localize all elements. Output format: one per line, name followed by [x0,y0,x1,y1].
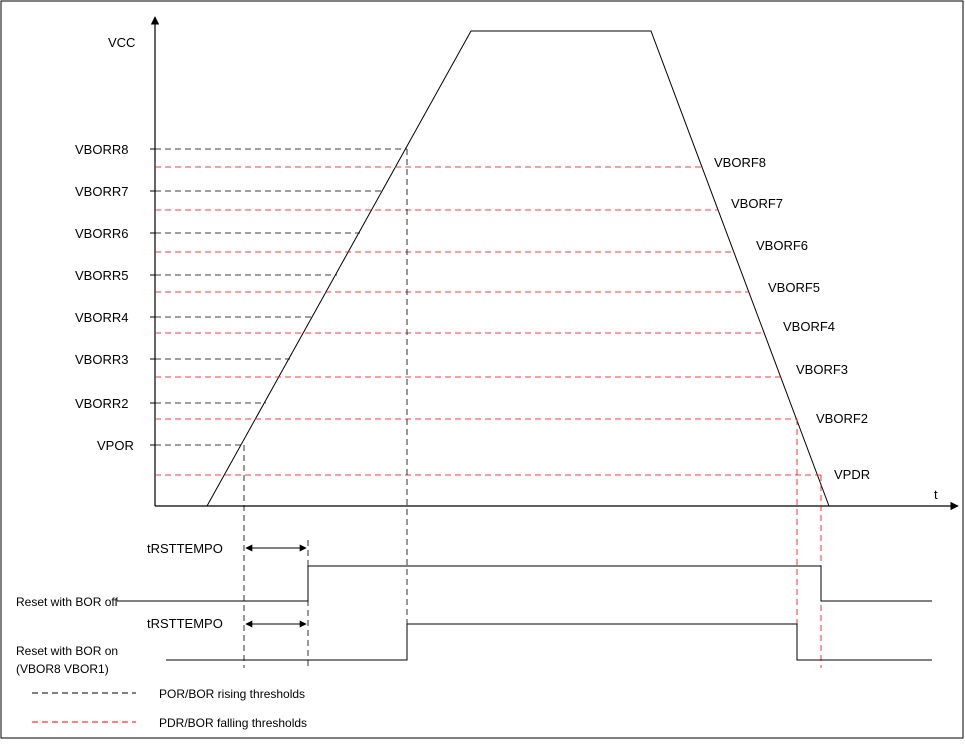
legend-falling-label: PDR/BOR falling thresholds [159,716,307,730]
rising-threshold-lines [150,148,407,446]
falling-threshold-label: VPDR [834,467,870,482]
falling-threshold-lines [155,166,821,476]
falling-threshold-label: VBORF8 [714,155,766,170]
falling-threshold-label: VBORF3 [796,362,848,377]
rising-threshold-label: VBORR7 [75,184,128,199]
rising-threshold-label: VBORR8 [75,142,128,157]
falling-threshold-label: VBORF7 [731,196,783,211]
rising-threshold-label: VPOR [97,438,134,453]
falling-threshold-label: VBORF4 [783,319,835,334]
vcc-waveform [206,30,830,507]
reset-bor-on-waveform [166,623,932,661]
y-axis-label: VCC [108,35,135,50]
trsttempo-label-2: tRSTTEMPO [147,616,223,631]
reset-bor-off-waveform [117,565,932,602]
rising-threshold-label: VBORR4 [75,310,128,325]
falling-threshold-labels: VBORF8 VBORF7 VBORF6 VBORF5 VBORF4 VBORF3 VBOR… [714,155,870,482]
reset-bor-on-sublabel: (VBOR8 VBOR1) [16,662,109,676]
falling-threshold-label: VBORF2 [816,411,868,426]
rising-threshold-label: VBORR6 [75,226,128,241]
rising-threshold-label: VBORR2 [75,396,128,411]
legend-rising-label: POR/BOR rising thresholds [159,687,305,701]
falling-threshold-label: VBORF6 [756,238,808,253]
x-axis-label: t [934,487,938,502]
rising-threshold-label: VBORR3 [75,352,128,367]
trsttempo-label-1: tRSTTEMPO [147,541,223,556]
reset-bor-on-label: Reset with BOR on [16,644,118,658]
rising-threshold-labels: VBORR8 VBORR7 VBORR6 VBORR5 VBORR4 VBORR3 VBOR… [75,142,134,453]
reset-bor-off-label: Reset with BOR off [16,595,118,609]
rising-threshold-label: VBORR5 [75,268,128,283]
falling-threshold-label: VBORF5 [768,280,820,295]
